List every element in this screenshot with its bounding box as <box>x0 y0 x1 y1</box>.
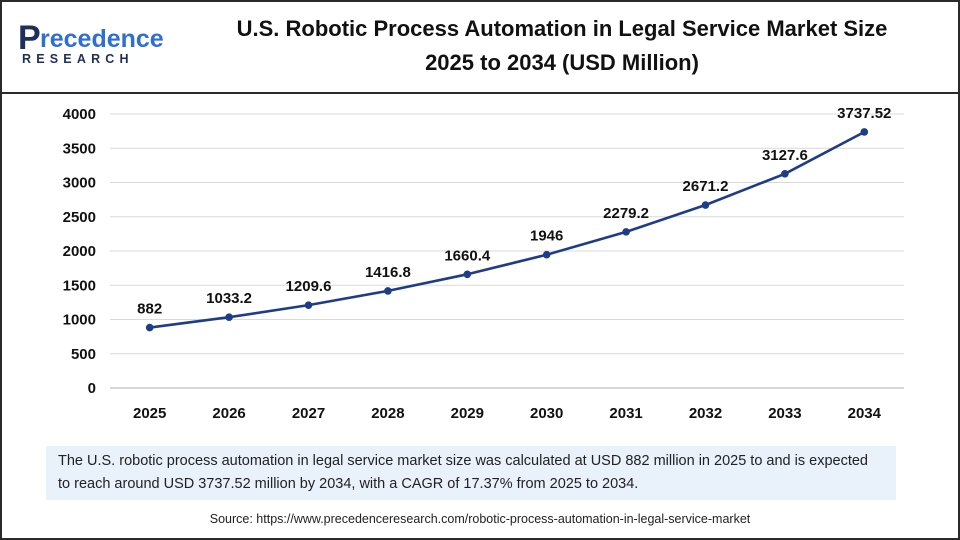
data-label: 2279.2 <box>603 205 649 222</box>
logo-wordmark: recedence <box>40 25 164 53</box>
data-label: 1660.4 <box>444 247 491 264</box>
header: P recedence RESEARCH U.S. Robotic Proces… <box>2 2 958 94</box>
x-tick-label: 2030 <box>530 405 563 422</box>
data-label: 1946 <box>530 228 563 245</box>
x-tick-label: 2027 <box>292 405 325 422</box>
line-chart: 0 500 1000 1500 2000 2500 3000 3500 4000 2025 2026… <box>63 105 904 422</box>
data-point <box>304 301 313 309</box>
chart-title-line-1: U.S. Robotic Process Automation in Legal… <box>236 16 888 41</box>
x-tick-label: 2029 <box>451 405 484 422</box>
data-label: 1033.2 <box>206 290 252 307</box>
y-tick-label: 1500 <box>63 277 96 294</box>
x-tick-label: 2025 <box>133 405 166 422</box>
source-citation: Source: https://www.precedenceresearch.c… <box>209 512 751 526</box>
data-label: 1416.8 <box>365 264 411 281</box>
chart-title-line-2: 2025 to 2034 (USD Million) <box>425 50 699 75</box>
chart-title: U.S. Robotic Process Automation in Legal… <box>202 12 922 80</box>
x-tick-label: 2033 <box>768 405 801 422</box>
y-tick-label: 3000 <box>63 175 96 192</box>
precedence-research-logo: P recedence RESEARCH <box>18 19 164 66</box>
data-point <box>225 313 233 322</box>
data-point <box>622 228 630 236</box>
y-tick-label: 3500 <box>63 140 96 157</box>
data-point <box>542 250 551 259</box>
data-point <box>384 287 392 295</box>
data-label: 3737.52 <box>837 105 891 122</box>
y-tick-label: 500 <box>71 346 96 363</box>
x-tick-label: 2032 <box>689 405 722 422</box>
x-tick-label: 2028 <box>371 405 404 422</box>
data-label: 3127.6 <box>762 147 808 164</box>
x-tick-label: 2026 <box>212 405 245 422</box>
y-tick-label: 4000 <box>63 106 96 123</box>
logo-initial: P <box>18 19 41 57</box>
x-tick-label: 2034 <box>848 405 882 422</box>
x-tick-label: 2031 <box>609 405 642 422</box>
data-label: 2671.2 <box>683 178 729 195</box>
data-point <box>781 169 789 178</box>
y-tick-label: 1000 <box>63 312 96 329</box>
data-label: 882 <box>137 301 162 318</box>
data-point <box>463 270 472 279</box>
series-line <box>149 130 865 329</box>
logo-subtitle: RESEARCH <box>22 52 134 66</box>
data-point <box>145 323 154 332</box>
data-point <box>860 128 869 136</box>
y-tick-label: 2000 <box>63 243 96 260</box>
y-tick-label: 2500 <box>63 209 96 226</box>
description-box: The U.S. robotic process automation in l… <box>46 446 896 500</box>
data-point <box>701 201 710 209</box>
y-tick-label: 0 <box>88 380 96 397</box>
data-label: 1209.6 <box>286 278 332 295</box>
